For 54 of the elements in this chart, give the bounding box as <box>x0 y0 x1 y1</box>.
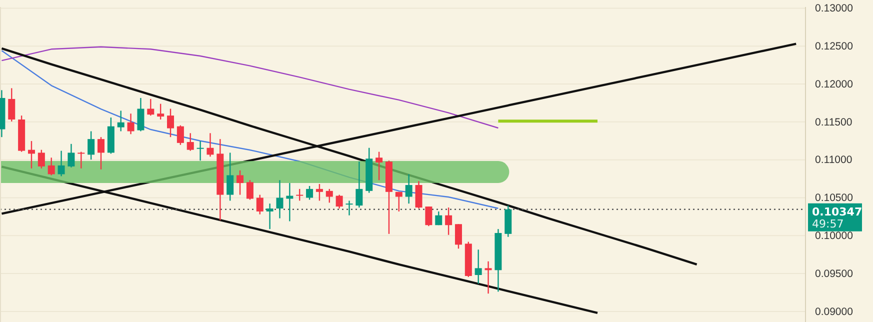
y-tick-label: 0.09500 <box>815 268 854 280</box>
candlestick <box>415 180 422 210</box>
candlestick <box>376 151 383 181</box>
y-tick-label: 0.12500 <box>815 40 854 52</box>
candlestick <box>326 188 333 204</box>
candlestick <box>226 152 234 202</box>
candlestick <box>147 98 154 116</box>
candlestick <box>484 260 492 294</box>
candlestick <box>137 97 144 132</box>
candlestick <box>196 140 204 162</box>
candlestick <box>296 188 304 202</box>
candlestick <box>186 132 194 152</box>
candlestick <box>176 124 184 146</box>
candlestick <box>425 206 432 227</box>
candlestick <box>88 130 95 160</box>
candlestick <box>98 136 104 170</box>
candlestick <box>127 112 134 135</box>
candlestick <box>236 170 244 196</box>
candlestick <box>206 132 214 158</box>
y-tick-label: 0.10500 <box>815 192 854 204</box>
y-tick-label: 0.10000 <box>815 230 854 242</box>
candlestick <box>78 151 85 170</box>
candlestick <box>306 185 314 200</box>
candlestick <box>395 191 402 212</box>
candlestick <box>38 149 45 170</box>
candlestick <box>445 206 452 236</box>
candlestick <box>28 140 35 170</box>
y-tick-label: 0.09000 <box>815 306 854 318</box>
y-tick-label: 0.13000 <box>815 2 854 15</box>
candlestick <box>48 157 55 176</box>
candlestick <box>336 194 343 210</box>
candlestick <box>167 108 174 138</box>
candlestick <box>68 143 75 168</box>
candlestick <box>276 180 284 219</box>
candlestick <box>117 110 124 132</box>
ref-line-label: 0.10347 <box>812 205 862 218</box>
candlestick <box>316 183 323 202</box>
candlestick <box>356 160 363 208</box>
candlestick <box>346 200 353 216</box>
y-tick-label: 0.11000 <box>815 154 852 166</box>
y-tick-label: 0.12000 <box>815 78 854 90</box>
candlestick <box>58 150 65 177</box>
candlestick <box>474 249 482 284</box>
candlestick <box>454 224 462 250</box>
candlestick <box>435 210 442 226</box>
line-series <box>1 46 499 129</box>
candlestick <box>405 174 412 204</box>
text: 49:57 <box>812 217 844 230</box>
candlestick <box>266 202 274 230</box>
candlestick <box>8 88 16 122</box>
candlestick <box>246 180 254 200</box>
candlestick <box>157 103 164 120</box>
y-tick-label: 0.11500 <box>815 116 852 128</box>
candlestick <box>256 194 264 215</box>
